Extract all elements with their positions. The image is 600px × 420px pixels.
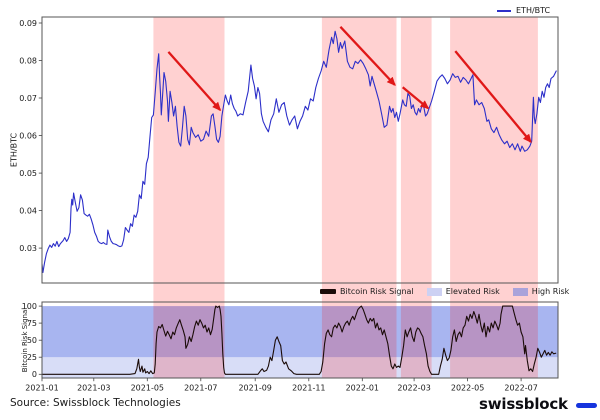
- risk-period-spans: [153, 17, 538, 378]
- ethbtc-legend-line-icon: [497, 9, 511, 12]
- svg-text:0.03: 0.03: [19, 244, 37, 253]
- elevated-risk-swatch-icon: [426, 287, 442, 296]
- svg-text:75: 75: [27, 319, 37, 328]
- svg-text:0: 0: [32, 370, 37, 379]
- risk-legend: Bitcoin Risk Signal Elevated Risk High R…: [320, 287, 569, 296]
- risk-span: [321, 17, 397, 378]
- risk-signal-legend-label: Bitcoin Risk Signal: [340, 287, 414, 296]
- svg-text:2021-09: 2021-09: [238, 384, 271, 393]
- top-y-axis-label: ETH/BTC: [9, 132, 19, 168]
- downtrend-arrow: [167, 51, 222, 112]
- downtrend-arrows: [167, 26, 532, 144]
- svg-text:2021-03: 2021-03: [77, 384, 110, 393]
- svg-text:2022-01: 2022-01: [346, 384, 379, 393]
- svg-text:100: 100: [22, 302, 37, 311]
- high-risk-swatch-icon: [512, 287, 528, 296]
- svg-text:0.09: 0.09: [19, 19, 37, 28]
- elevated-risk-zone: [42, 357, 558, 378]
- bottom-y-axis-label: Bitcoin Risk Signal: [21, 307, 29, 373]
- svg-text:2021-05: 2021-05: [131, 384, 164, 393]
- svg-text:0.05: 0.05: [19, 169, 37, 178]
- top-panel-border: [41, 16, 559, 284]
- risk-span: [400, 17, 432, 378]
- risk-signal-swatch-icon: [320, 289, 336, 294]
- bottom-y-axis-ticks: 0 25 50 75 100: [22, 302, 42, 379]
- svg-text:0.06: 0.06: [19, 131, 37, 140]
- svg-text:2021-11: 2021-11: [292, 384, 325, 393]
- high-risk-legend-label: High Risk: [531, 287, 570, 296]
- svg-text:0.04: 0.04: [19, 206, 37, 215]
- ethbtc-legend-label: ETH/BTC: [516, 6, 551, 15]
- svg-text:2022-05: 2022-05: [451, 384, 484, 393]
- downtrend-arrow: [454, 50, 532, 144]
- svg-text:2022-07: 2022-07: [504, 384, 537, 393]
- risk-legend-item-high: High Risk: [512, 287, 570, 296]
- risk-legend-item-signal: Bitcoin Risk Signal: [320, 287, 414, 296]
- elevated-risk-legend-label: Elevated Risk: [445, 287, 500, 296]
- svg-text:0.08: 0.08: [19, 56, 37, 65]
- svg-text:2021-01: 2021-01: [25, 384, 58, 393]
- risk-span: [450, 17, 538, 378]
- svg-text:2022-03: 2022-03: [397, 384, 430, 393]
- top-y-axis-ticks: 0.03 0.04 0.05 0.06 0.07 0.08 0.09: [19, 19, 42, 253]
- svg-text:50: 50: [27, 336, 37, 345]
- x-axis-ticks: 2021-01 2021-03 2021-05 2021-07 2021-09 2021-…: [25, 378, 538, 393]
- downtrend-arrow: [401, 86, 430, 110]
- ethbtc-legend: ETH/BTC: [497, 6, 550, 15]
- svg-text:0.07: 0.07: [19, 94, 37, 103]
- swissblock-logo-text: swissblock: [479, 395, 568, 413]
- high-risk-zone: [42, 306, 558, 358]
- risk-zones: [42, 306, 558, 378]
- risk-legend-item-elevated: Elevated Risk: [426, 287, 500, 296]
- downtrend-arrow: [339, 26, 396, 86]
- svg-text:2021-07: 2021-07: [184, 384, 217, 393]
- swissblock-logo-dash-icon: [575, 402, 597, 408]
- risk-signal-line: [42, 305, 557, 375]
- source-caption: Source: Swissblock Technologies: [10, 397, 181, 409]
- swissblock-logo: swissblock: [479, 395, 597, 413]
- svg-text:25: 25: [27, 353, 37, 362]
- risk-span: [153, 17, 225, 378]
- ethbtc-line: [41, 30, 557, 274]
